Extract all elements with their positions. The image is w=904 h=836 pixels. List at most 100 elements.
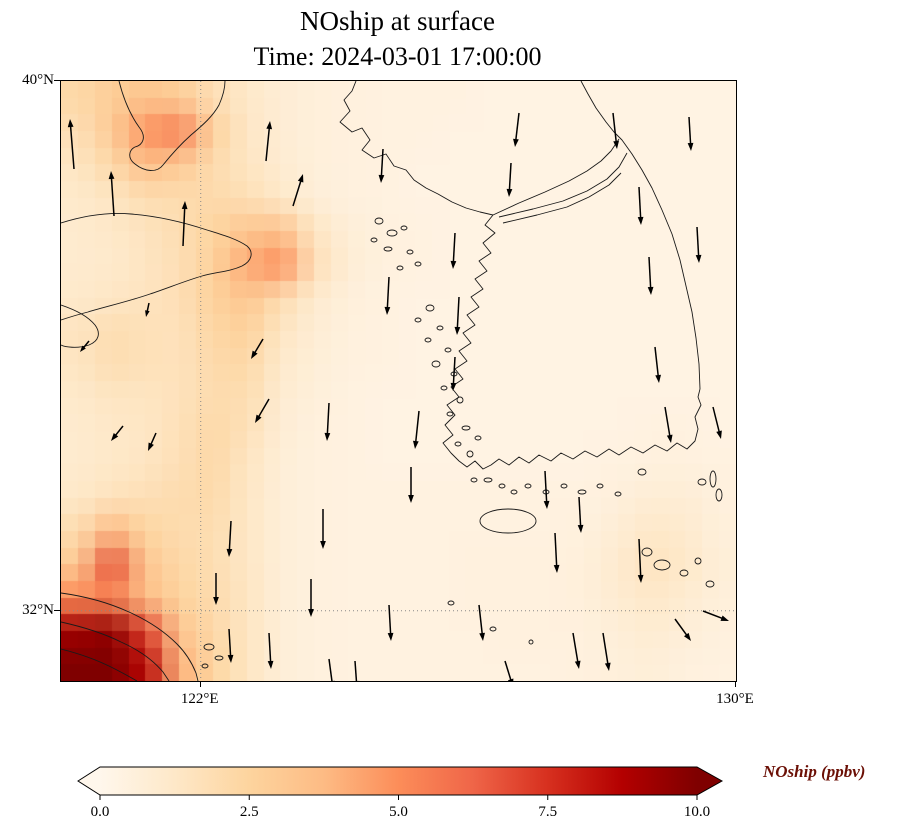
wind-arrow-head (111, 432, 119, 441)
map-overlay (61, 81, 736, 681)
wind-arrow-shaft (702, 610, 724, 620)
colorbar-max-extend (697, 767, 722, 795)
wind-arrow-head (213, 597, 219, 605)
heatmap-canvas (61, 81, 736, 681)
chart-subtitle: Time: 2024-03-01 17:00:00 (253, 42, 542, 71)
wind-arrow-shaft (326, 402, 330, 436)
wind-arrow-shaft (554, 532, 558, 568)
wind-arrow-head (666, 434, 673, 443)
chart-title: NOship at surface (300, 6, 495, 36)
wind-arrow-head (412, 440, 419, 449)
colorbar: 0.0 2.5 5.0 7.5 10.0 (77, 766, 724, 820)
wind-arrow-shaft (328, 658, 333, 681)
island-outline (454, 441, 462, 447)
wind-arrow-head (450, 382, 457, 391)
wind-arrow-head (384, 306, 391, 315)
wind-arrow-shaft (268, 632, 272, 664)
island-outline (386, 229, 398, 237)
wind-arrow-shaft (69, 124, 75, 170)
island-outline (461, 425, 471, 431)
wind-arrow-head (543, 500, 550, 509)
lat-tick-label-1: 32°N (22, 601, 54, 618)
wind-arrow-shaft (638, 538, 642, 578)
wind-arrow-head (181, 201, 188, 210)
wind-arrow-shaft (414, 410, 420, 444)
island-outline (483, 477, 493, 483)
wind-arrow-shaft (452, 356, 456, 386)
island-outline (431, 360, 441, 368)
wind-arrow-head (387, 632, 394, 641)
colorbar-label: NOship (ppbv) (763, 762, 866, 781)
wind-arrow-shaft (228, 520, 232, 552)
wind-arrow-head (637, 216, 644, 225)
wind-arrow-shaft (674, 618, 689, 637)
wind-arrow-shaft (696, 226, 700, 258)
wind-arrow-shaft (114, 425, 124, 437)
island-outline (396, 265, 404, 271)
colorbar-min-extend (78, 767, 100, 795)
island-outline (440, 385, 448, 391)
island-outline (466, 450, 474, 458)
island-outline (653, 559, 671, 571)
island-outline (370, 237, 378, 243)
coastline-path (61, 621, 170, 681)
wind-arrow-head (148, 442, 154, 451)
wind-arrow-head (251, 350, 258, 359)
coastline-path (498, 152, 628, 218)
island-outline (510, 489, 518, 495)
island-outline (456, 396, 464, 404)
wind-arrow-shaft (578, 496, 582, 528)
island-outline (524, 483, 532, 489)
wind-arrow-head (695, 254, 702, 263)
axis-tick (735, 681, 736, 687)
wind-arrow-head (647, 286, 654, 295)
wind-arrow-shaft (504, 660, 512, 681)
wind-arrow-head (613, 140, 619, 149)
wind-arrow-shaft (664, 406, 671, 438)
island-outline (705, 580, 715, 588)
wind-arrow-head (637, 574, 644, 583)
wind-arrow-shaft (638, 186, 642, 220)
coastline-path (61, 213, 252, 321)
wind-arrow-head (513, 138, 519, 147)
wind-arrow-head (574, 660, 581, 669)
wind-arrow-head (604, 662, 611, 671)
wind-arrow-head (577, 524, 584, 533)
coastline-path (580, 81, 701, 390)
wind-arrow-shaft (544, 470, 548, 504)
wind-arrow-shaft (182, 206, 186, 247)
island-outline (444, 347, 452, 353)
lon-tick-label-1: 130°E (716, 691, 754, 707)
island-outline (709, 470, 717, 488)
wind-arrow-shaft (257, 398, 270, 419)
island-outline (436, 325, 444, 331)
colorbar-tick-label: 2.5 (240, 804, 259, 820)
island-outline (406, 249, 414, 255)
island-outline (203, 643, 215, 651)
wind-arrow-head (507, 678, 514, 681)
island-outline (679, 569, 689, 577)
island-outline (474, 435, 482, 441)
island-outline (201, 663, 209, 669)
wind-arrow-shaft (354, 660, 358, 681)
axis-tick (54, 80, 60, 81)
wind-arrow-shaft (265, 126, 271, 162)
colorbar-tick-label: 5.0 (389, 804, 408, 820)
wind-arrow-head (479, 632, 485, 641)
wind-arrow-head (324, 432, 331, 441)
wind-arrow-head (655, 374, 661, 383)
wind-arrow-shaft (654, 346, 660, 378)
wind-arrow-head (506, 188, 513, 197)
wind-arrow-shaft (388, 604, 392, 636)
axis-tick (199, 681, 201, 687)
island-outline (637, 468, 647, 476)
island-outline (374, 217, 384, 225)
island-outline (424, 337, 432, 343)
island-outline (614, 491, 622, 497)
island-outline (414, 261, 422, 267)
coastline-path (61, 304, 99, 348)
wind-arrow-shaft (456, 296, 460, 330)
wind-arrow-shaft (110, 176, 115, 217)
coastline-path (118, 81, 226, 171)
island-outline (383, 246, 393, 252)
